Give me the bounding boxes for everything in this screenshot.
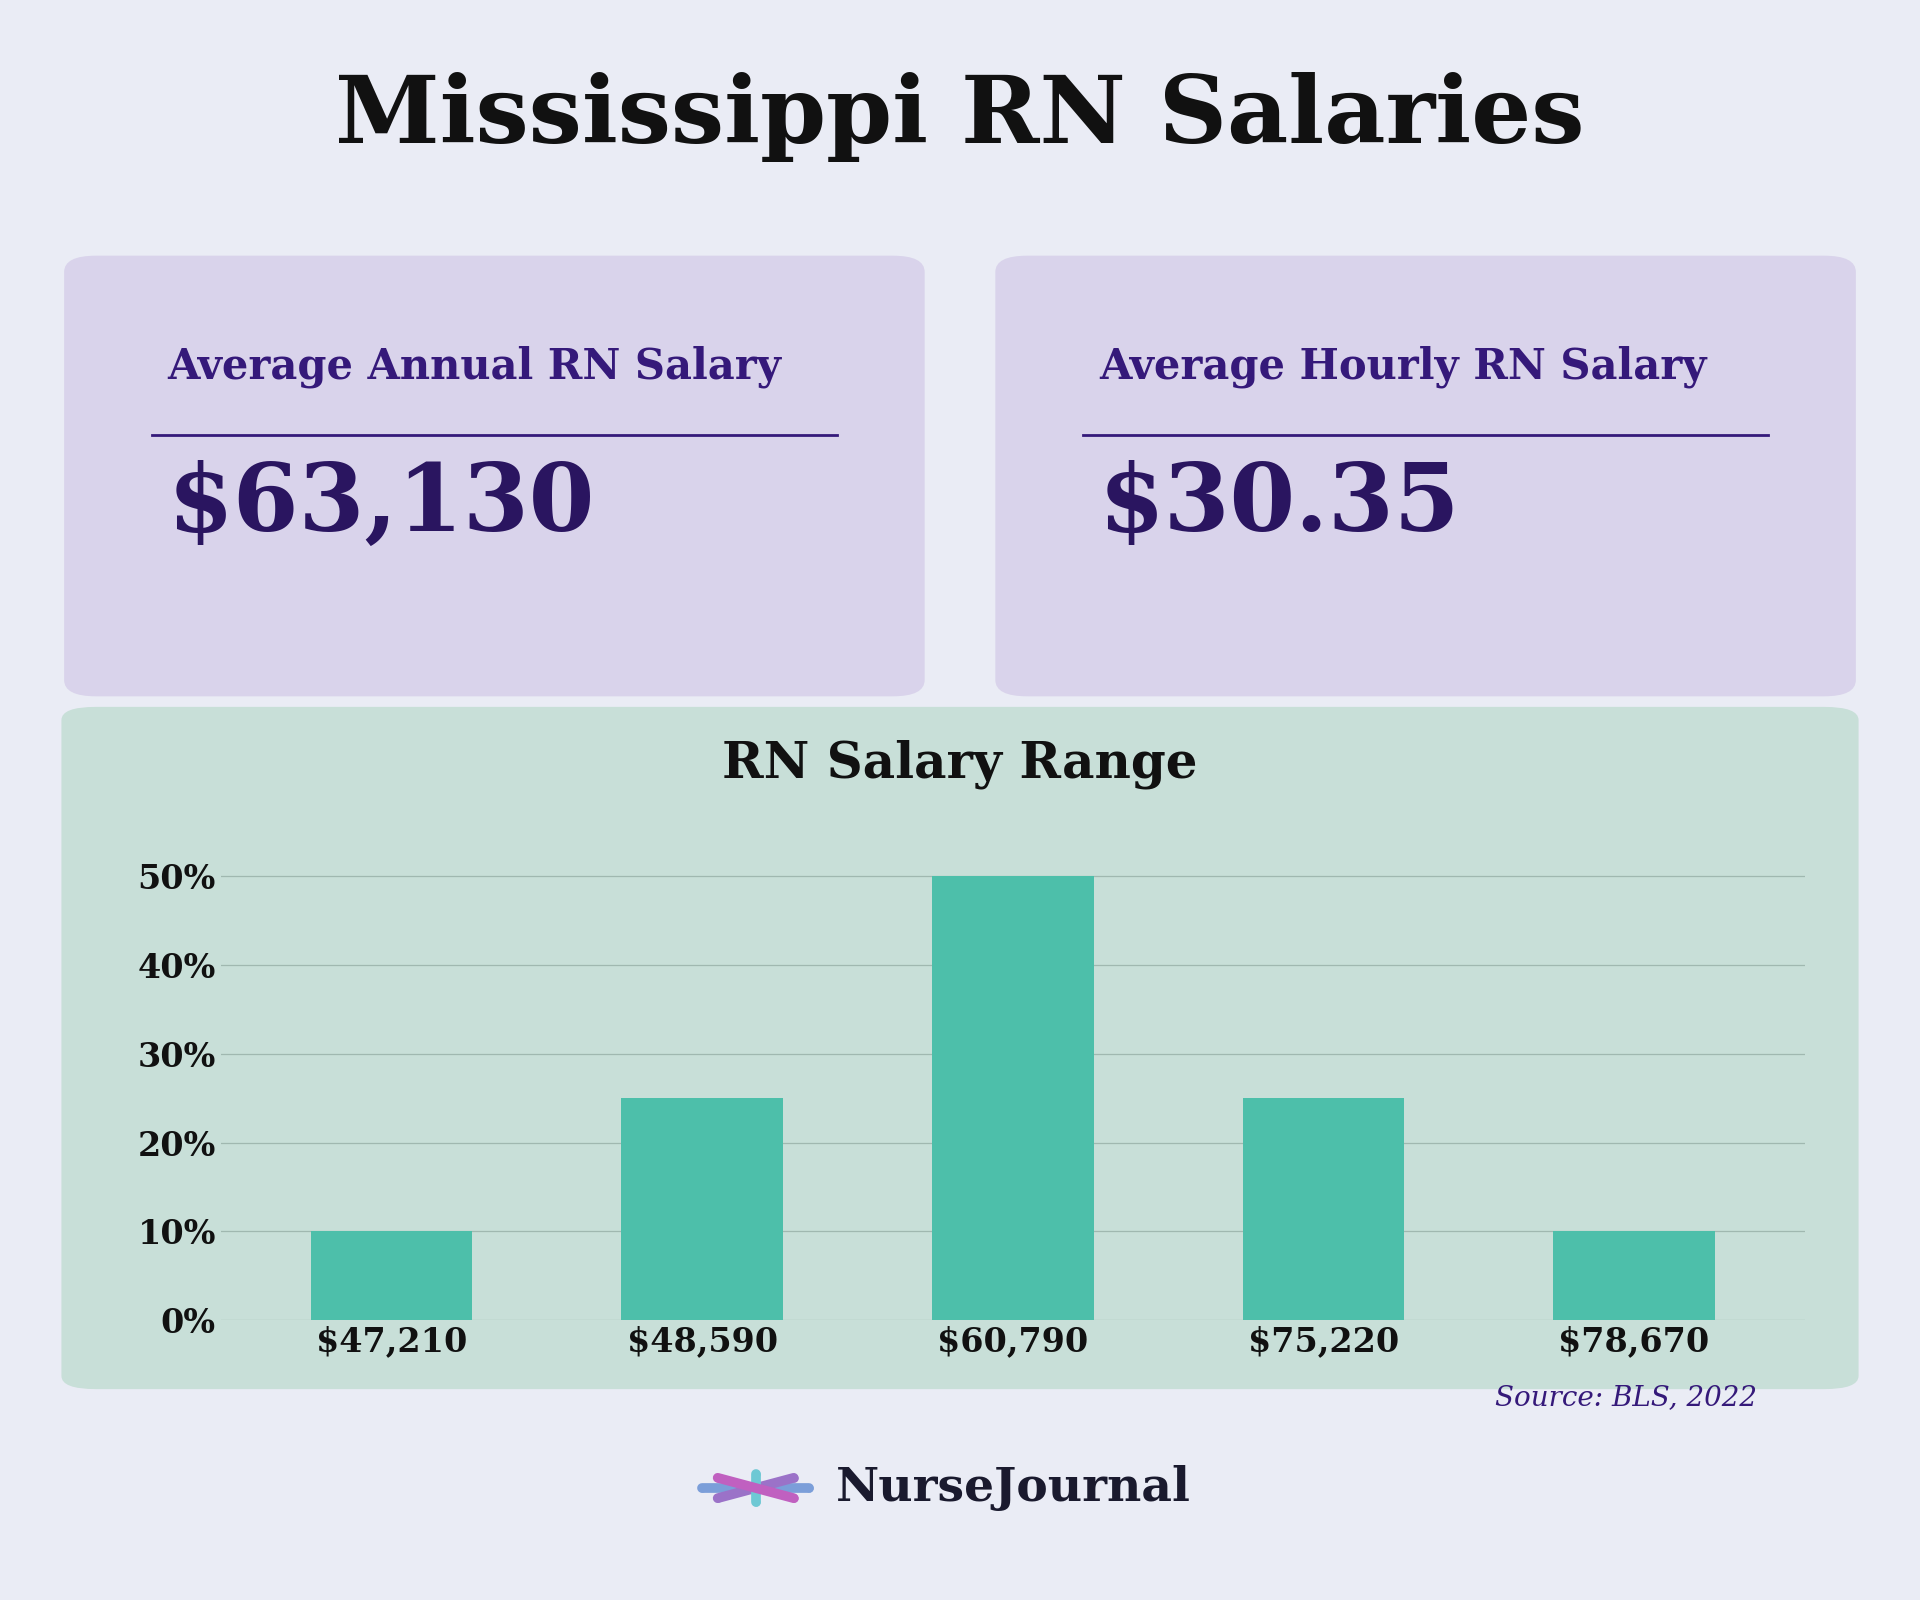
FancyBboxPatch shape [61,707,1859,1389]
Bar [931,877,1094,1320]
FancyBboxPatch shape [995,256,1857,696]
Bar [1553,1232,1715,1320]
Text: RN Salary Range: RN Salary Range [722,739,1198,789]
Bar [1242,1098,1404,1320]
Text: Average Annual RN Salary: Average Annual RN Salary [167,346,781,387]
Text: $30.35: $30.35 [1098,459,1461,550]
Text: Mississippi RN Salaries: Mississippi RN Salaries [336,72,1584,162]
Bar [311,1232,472,1320]
Text: $63,130: $63,130 [167,459,595,550]
Text: NurseJournal: NurseJournal [837,1466,1190,1510]
Text: Source: BLS, 2022: Source: BLS, 2022 [1496,1384,1757,1411]
Legend: Percentage of RNs: Percentage of RNs [762,840,1158,896]
Bar [622,1098,783,1320]
Text: Average Hourly RN Salary: Average Hourly RN Salary [1098,346,1707,387]
FancyBboxPatch shape [63,256,925,696]
